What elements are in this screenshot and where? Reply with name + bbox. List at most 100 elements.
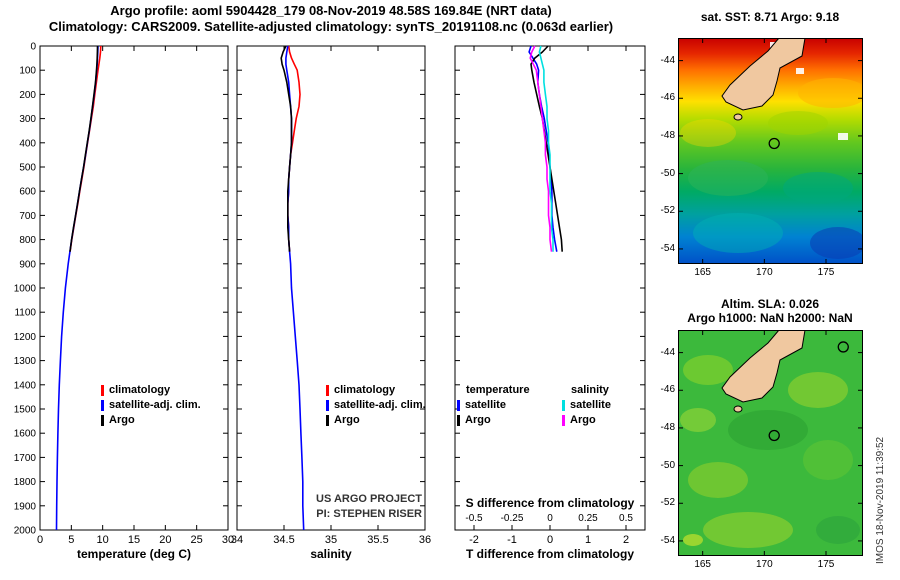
figure-title-line2: Climatology: CARS2009. Satellite-adjuste… [48, 19, 614, 34]
x-tick-label: 30 [222, 534, 234, 546]
legend-item-argo: Argo [101, 413, 201, 428]
x-tick-label: 36 [419, 534, 431, 546]
map-lon-tick-label: 170 [755, 559, 773, 570]
x-tick-label: 20 [159, 534, 171, 546]
depth-tick-label: 1500 [14, 405, 37, 416]
x-tick-label: 5 [68, 534, 74, 546]
depth-tick-label: 100 [19, 66, 36, 77]
depth-tick-label: 1000 [14, 284, 37, 295]
sla-patch [683, 355, 733, 385]
temperature-legend: climatology satellite-adj. clim. Argo [101, 383, 201, 428]
s-diff-tick-label: 0 [547, 513, 553, 524]
depth-tick-label: 0 [30, 42, 36, 53]
s-argo-line-swatch [562, 415, 565, 426]
x-tick-label: 15 [128, 534, 140, 546]
x-tick-label: 25 [191, 534, 203, 546]
legend-label: Argo [109, 414, 135, 426]
sla-patch [803, 440, 853, 480]
depth-tick-label: 2000 [14, 526, 37, 537]
series-climatology [286, 45, 301, 252]
map-lat-tick-label: -52 [660, 205, 675, 217]
map-lat-tick-label: -54 [660, 534, 675, 546]
map-lat-tick-label: -46 [660, 92, 675, 104]
x-tick-label: -2 [469, 534, 479, 546]
x-tick-label: 34 [231, 534, 243, 546]
series-argo [280, 45, 293, 252]
s-satellite-line-swatch [562, 400, 565, 411]
s-diff-tick-label: 0.5 [619, 513, 633, 524]
s-diff-tick-label: -0.25 [501, 513, 524, 524]
temperature-axis-label: temperature (deg C) [76, 547, 192, 561]
sla-patch [728, 410, 808, 450]
x-tick-label: 0 [37, 534, 43, 546]
figure-title-line1: Argo profile: aoml 5904428_179 08-Nov-20… [110, 3, 552, 18]
legend-label: satellite-adj. clim. [109, 399, 201, 411]
argo-position-marker [768, 429, 780, 442]
sla-map-panel: 165 170 175 -44 -46 -48 -50 -52 -54 [661, 330, 863, 570]
depth-tick-label: 1900 [14, 501, 37, 512]
x-tick-label: 0 [547, 534, 553, 546]
credits-line1: US ARGO PROJECT [316, 493, 422, 505]
legend-item-climatology: climatology [101, 383, 201, 398]
legend-label: satellite [570, 399, 611, 411]
map-lat-tick-label: -50 [660, 459, 675, 471]
x-tick-label: 35.5 [367, 534, 388, 546]
credits-line2: PI: STEPHEN RISER [316, 508, 422, 520]
sst-map-panel: 165 170 175 -44 -46 -48 -50 -52 -54 [661, 38, 863, 278]
depth-tick-label: 1200 [14, 332, 37, 343]
map-lat-tick-label: -44 [660, 346, 675, 358]
x-tick-label: 35 [325, 534, 337, 546]
depth-tick-label: 1400 [14, 380, 37, 391]
legend-header-temperature: temperature [466, 384, 530, 396]
depth-tick-label: 300 [19, 114, 36, 125]
depth-tick-label: 1300 [14, 356, 37, 367]
legend-item-t-argo: Argo [457, 413, 530, 428]
series-t-argo [530, 45, 563, 252]
map-lat-tick-label: -48 [660, 129, 675, 141]
figure-titles: Argo profile: aoml 5904428_179 08-Nov-20… [0, 3, 662, 35]
series-argo [69, 45, 99, 252]
sla-patch [703, 512, 793, 548]
map-border [678, 38, 863, 264]
climatology-line-swatch [101, 385, 104, 396]
map-lat-tick-label: -54 [660, 242, 675, 254]
legend-label: Argo [465, 414, 491, 426]
depth-tick-label: 200 [19, 90, 36, 101]
map-lat-tick-label: -50 [660, 167, 675, 179]
difference-legend-salinity: salinity satellite Argo [562, 383, 611, 428]
depth-tick-label: 1800 [14, 477, 37, 488]
sst-patch [680, 119, 736, 147]
salinity-panel: 34 34.5 35 35.5 36 [231, 45, 431, 546]
series-satellite-adj-clim- [55, 45, 99, 531]
legend-item-satellite-clim: satellite-adj. clim. [326, 398, 426, 413]
sla-patch [683, 534, 703, 546]
map-lat-tick-label: -46 [660, 384, 675, 396]
project-credits: US ARGO PROJECT PI: STEPHEN RISER [240, 492, 422, 522]
sla-patch [816, 516, 860, 544]
s-difference-axis-label: S difference from climatology [465, 496, 635, 510]
legend-item-s-satellite: satellite [562, 398, 611, 413]
axes-box [236, 45, 426, 531]
depth-tick-label: 1600 [14, 429, 37, 440]
salinity-legend: climatology satellite-adj. clim. Argo [326, 383, 426, 428]
depth-tick-label: 700 [19, 211, 36, 222]
argo-line-swatch [326, 415, 329, 426]
map-border [678, 330, 863, 556]
x-tick-label: -1 [507, 534, 517, 546]
map-lon-tick-label: 175 [817, 559, 835, 570]
sla-patch [680, 408, 716, 432]
stewart-island [733, 113, 743, 121]
map-lat-tick-label: -48 [660, 421, 675, 433]
s-diff-tick-label: -0.5 [465, 513, 483, 524]
sla-patch [788, 372, 848, 408]
salinity-axis-label: salinity [310, 547, 352, 561]
cloud-gap [838, 133, 848, 140]
sst-cold-patch [810, 227, 863, 259]
series-s-argo [529, 45, 553, 252]
map-lon-tick-label: 170 [755, 267, 773, 278]
sla-map [678, 330, 863, 556]
sst-warm-patch [798, 78, 863, 108]
depth-tick-label: 500 [19, 163, 36, 174]
cloud-gap [796, 68, 804, 74]
